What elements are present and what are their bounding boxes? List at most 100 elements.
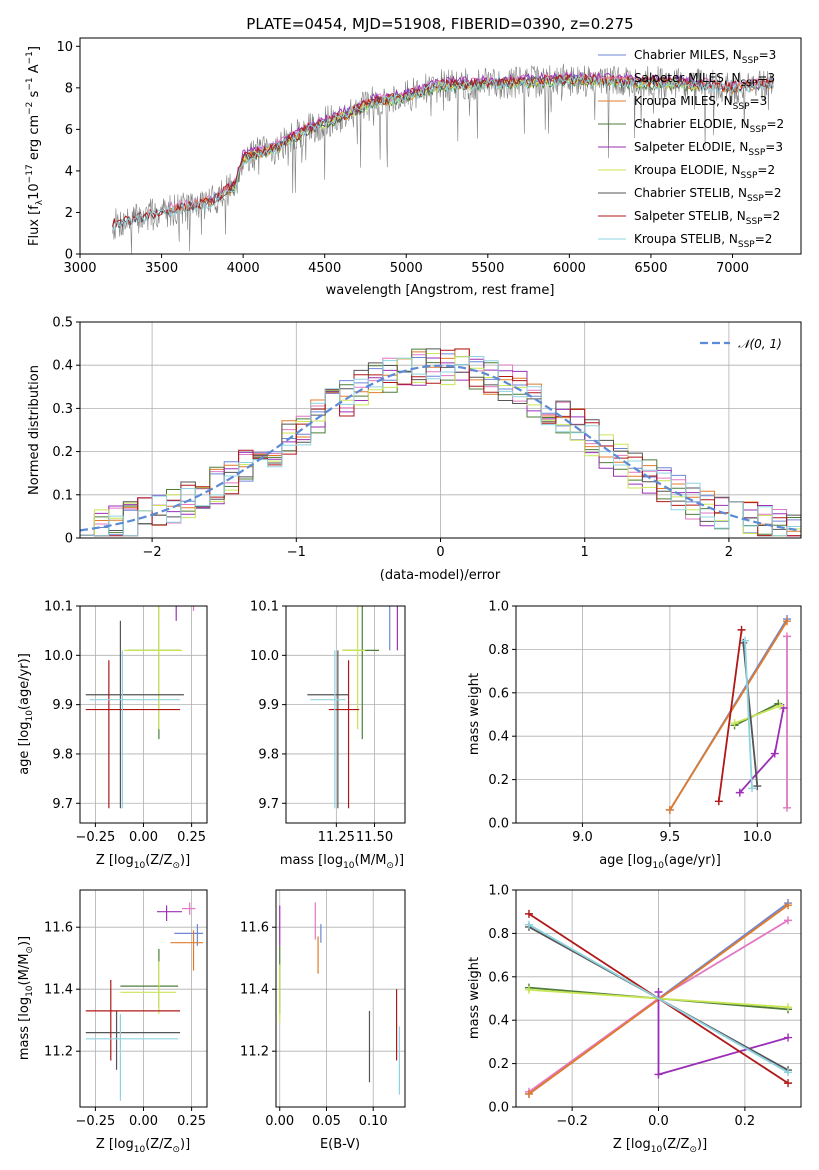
error-bar: [175, 606, 177, 621]
x-tick-label: 11.25: [318, 830, 355, 845]
y-tick-label: 9.7: [258, 797, 279, 812]
y-axis-label: Normed distribution: [27, 365, 42, 495]
y-tick-label: 0.1: [52, 488, 73, 503]
weight-marker: [524, 909, 533, 918]
weight-marker: [784, 916, 793, 925]
label-part: SSP: [741, 171, 758, 181]
y-tick-label: 0.0: [488, 1101, 509, 1116]
plot-area: [112, 63, 774, 254]
error-bar: [389, 606, 391, 651]
weight-line: [744, 640, 753, 789]
x-tick-label: −0.25: [75, 830, 115, 845]
weight-line: [717, 629, 743, 802]
label-part: Flux [f: [27, 205, 42, 246]
y-tick-label: 11.4: [240, 983, 269, 998]
x-tick-label: 3000: [63, 261, 96, 276]
x-axis-label: age [log10(age/yr)]: [599, 853, 721, 871]
label-part: ⊙: [172, 861, 180, 871]
plot-area: [524, 899, 793, 1098]
error-bar: [342, 606, 380, 740]
x-tick-label: 5000: [390, 261, 423, 276]
y-tick-label: 10.0: [44, 649, 73, 664]
label-part: age [log: [17, 722, 32, 775]
label-part: =3: [750, 94, 768, 108]
error-bar: [85, 660, 181, 809]
y-tick-label: 6: [65, 123, 73, 138]
weight-series: [735, 703, 788, 797]
residual-panel: −2 −1 0 1 2 0 0.1 0.2 0.3 0.4 0.5 𝒩(0, 1): [52, 316, 802, 560]
error-bar: [396, 606, 398, 651]
weight-series: [741, 636, 757, 793]
y-tick-label: 1.0: [488, 884, 509, 899]
legend-label: Salpeter STELIB, NSSP=2: [634, 209, 780, 227]
massweight_vs_age-panel: 9.0 9.5 10.0 0.0 0.2 0.4 0.6 0.8 1.0: [488, 600, 802, 845]
y-tick-label: 11.2: [240, 1045, 269, 1060]
label-part: =2: [763, 209, 781, 223]
label-part: 10: [27, 183, 42, 200]
label-part: Chabrier ELODIE, N: [634, 117, 750, 131]
x-tick-label: −0.25: [75, 1114, 115, 1129]
y-tick-label: 0.2: [488, 773, 509, 788]
label-part: Kroupa STELIB, N: [634, 232, 738, 246]
error-bar: [192, 606, 195, 611]
x-tick-label: 4000: [227, 261, 260, 276]
x-tick-label: 1: [581, 545, 589, 560]
error-bar: [85, 1010, 181, 1070]
label-part: (age/yr)]: [664, 853, 721, 868]
label-part: s: [27, 90, 42, 101]
weight-marker: [748, 784, 757, 793]
weight-series: [524, 920, 793, 1077]
label-part: ⊙: [689, 1145, 697, 1155]
axes-frame: [285, 605, 406, 824]
x-tick-label: 0: [436, 545, 444, 560]
x-axis-label: wavelength [Angstrom, rest frame]: [326, 283, 555, 298]
plot-area: [279, 902, 400, 1095]
y-tick-label: 10.1: [44, 600, 73, 615]
weight-marker: [654, 1070, 663, 1079]
label-part: (M/M: [17, 954, 32, 986]
legend-label: Kroupa MILES, NSSP=3: [634, 94, 767, 112]
y-tick-label: 0.8: [488, 927, 509, 942]
y-tick-label: 11.4: [44, 983, 73, 998]
y-axis-label: mass weight: [467, 673, 482, 755]
label-part: A: [27, 64, 42, 77]
y-tick-label: 0.5: [52, 316, 73, 331]
weight-marker: [753, 782, 762, 791]
label-part: =2: [755, 232, 773, 246]
label-part: =3: [757, 71, 775, 85]
axes-frame: [515, 889, 802, 1108]
label-part: (Z/Z: [145, 853, 172, 868]
label-part: ⊙: [25, 946, 35, 954]
age_vs_mass-panel: 11.25 11.50 9.7 9.8 9.9 10.0 10.1: [250, 600, 406, 845]
y-tick-label: 0.4: [488, 1014, 509, 1029]
massweight_vs_Z-panel: −0.2 0.0 0.2 0.0 0.2 0.4 0.6 0.8 1.0: [488, 884, 802, 1129]
axes-frame: [515, 605, 802, 824]
spectrum-panel: 3000 3500 4000 4500 5000 5500 6000 6500 7000 0 2 4 6…: [56, 37, 802, 276]
label-part: Chabrier STELIB, N: [634, 186, 747, 200]
x-tick-label: 4500: [308, 261, 341, 276]
y-tick-label: 9.8: [258, 747, 279, 762]
legend-label: Chabrier ELODIE, NSSP=2: [634, 117, 784, 135]
label-part: 10: [651, 1145, 663, 1155]
y-tick-label: 11.6: [44, 921, 73, 936]
x-tick-label: 0.0: [648, 1114, 669, 1129]
y-tick-label: 0.8: [488, 643, 509, 658]
label-part: (age/yr)]: [17, 653, 32, 710]
error-bar: [120, 948, 179, 1008]
label-part: (Z/Z: [662, 1137, 689, 1152]
x-tick-label: 0.25: [177, 830, 206, 845]
label-part: (M/M: [355, 853, 387, 868]
axes-frame: [79, 889, 208, 1108]
weight-marker: [770, 749, 779, 758]
plot-area: [307, 606, 398, 809]
x-axis-label: (data-model)/error: [380, 568, 501, 583]
error-bar: [328, 660, 360, 809]
error-bar: [89, 650, 181, 809]
label-part: SSP: [748, 148, 765, 158]
x-tick-label: 0.10: [359, 1114, 388, 1129]
weight-line: [528, 923, 789, 1074]
error-bar: [120, 961, 177, 1014]
x-tick-label: 2: [725, 545, 733, 560]
label-part: Kroupa ELODIE, N: [634, 163, 741, 177]
